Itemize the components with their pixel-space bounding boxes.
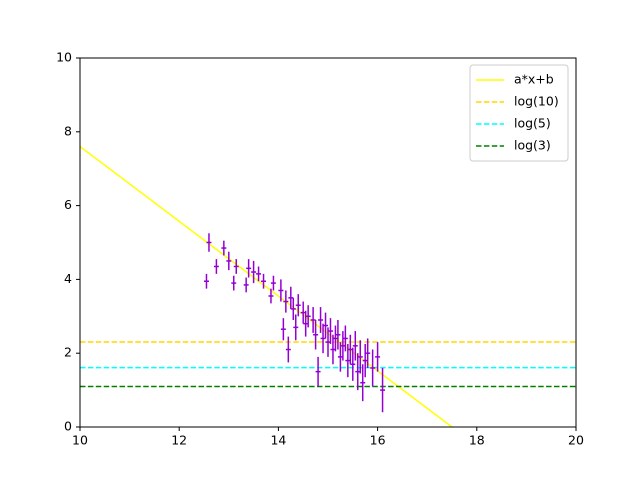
y-tick-label: 8	[64, 123, 72, 138]
y-tick-label: 2	[64, 345, 72, 360]
x-tick-label: 16	[370, 433, 386, 448]
y-tick-label: 6	[64, 197, 72, 212]
series-line	[80, 145, 453, 427]
y-tick-label: 0	[64, 419, 72, 434]
x-tick-label: 10	[72, 433, 88, 448]
y-tick-label: 4	[64, 271, 72, 286]
x-tick-label: 12	[171, 433, 187, 448]
x-tick-label: 18	[469, 433, 485, 448]
legend-label: a*x+b	[514, 72, 554, 87]
plot-area	[80, 145, 576, 427]
x-tick-label: 20	[568, 433, 584, 448]
x-tick-label: 14	[270, 433, 286, 448]
y-tick-label: 10	[56, 50, 72, 65]
legend-box	[469, 64, 569, 162]
legend-label: log(5)	[514, 116, 551, 131]
legend-label: log(10)	[514, 94, 559, 109]
legend-label: log(3)	[514, 138, 551, 153]
axes-frame	[79, 57, 577, 428]
